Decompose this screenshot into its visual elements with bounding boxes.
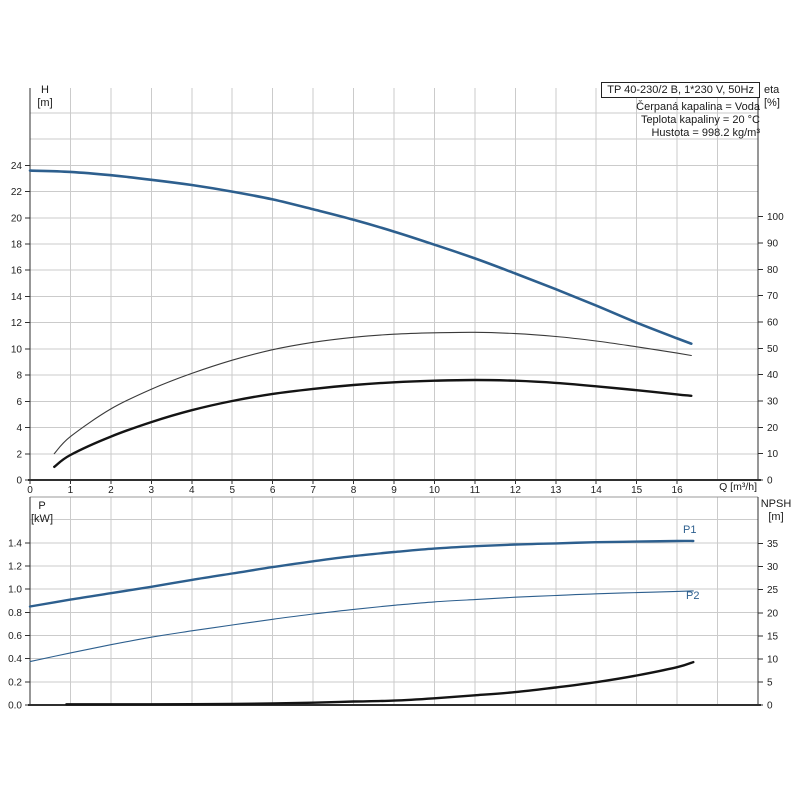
fluid-info-line: Teplota kapaliny = 20 °C — [640, 114, 760, 126]
y-left-tick-label: 16 — [11, 266, 23, 277]
x-tick-label: 9 — [391, 485, 397, 496]
y-left-tick-label: 24 — [11, 161, 23, 172]
p1-curve-label: P1 — [683, 524, 697, 536]
eta-pump-curve — [53, 331, 692, 455]
y-right-tick-label: 5 — [767, 677, 773, 688]
y-right-tick-label: 80 — [767, 265, 779, 276]
y-left-tick-label: 0 — [16, 476, 22, 487]
y-right-tick-label: 10 — [767, 449, 779, 460]
p1-curve — [28, 539, 695, 608]
y-left-tick-label: 14 — [11, 292, 23, 303]
y-left-tick-label: 4 — [16, 423, 22, 434]
x-tick-label: 15 — [631, 485, 643, 496]
x-tick-label: 2 — [108, 485, 114, 496]
y-left-tick-label: 1.2 — [8, 561, 22, 572]
p2-curve-label: P2 — [686, 590, 700, 602]
y-right-tick-label: 100 — [767, 212, 784, 223]
fluid-info: Čerpaná kapalina = Voda Teplota kapaliny… — [636, 101, 760, 140]
fluid-info-line: Čerpaná kapalina = Voda — [636, 101, 760, 113]
x-tick-label: 0 — [27, 485, 33, 496]
y-left-tick-label: 8 — [16, 371, 22, 382]
x-tick-label: 12 — [510, 485, 522, 496]
y-right-tick-label: 60 — [767, 318, 779, 329]
y-left-tick-label: 18 — [11, 240, 23, 251]
x-tick-label: 10 — [429, 485, 441, 496]
h-axis-unit: [m] — [37, 97, 53, 109]
y-left-tick-label: 0.6 — [8, 631, 22, 642]
pump-model-title: TP 40-230/2 B, 1*230 V, 50Hz — [601, 82, 760, 98]
x-tick-label: 11 — [470, 485, 481, 496]
y-left-tick-label: 0.2 — [8, 677, 22, 688]
x-tick-label: 5 — [229, 485, 235, 496]
y-left-tick-label: 10 — [11, 344, 23, 355]
y-right-tick-label: 30 — [767, 562, 779, 573]
y-left-tick-label: 2 — [16, 449, 22, 460]
y-right-tick-label: 50 — [767, 344, 779, 355]
y-left-tick-label: 1.0 — [8, 585, 22, 596]
y-right-tick-label: 70 — [767, 291, 779, 302]
p2-curve — [29, 590, 694, 663]
x-tick-label: 16 — [672, 485, 684, 496]
y-left-tick-label: 1.4 — [8, 538, 22, 549]
npsh-axis-name: NPSH — [760, 498, 792, 510]
eta-axis-unit: [%] — [764, 97, 780, 109]
y-right-tick-label: 15 — [767, 631, 779, 642]
fluid-info-line: Hustota = 998.2 kg/m³ — [651, 127, 760, 139]
eta-total-curve — [53, 378, 693, 469]
h-axis-label: H [m] — [32, 84, 58, 110]
y-left-tick-label: 12 — [11, 318, 23, 329]
y-right-tick-label: 10 — [767, 654, 779, 665]
y-right-tick-label: 0 — [767, 701, 773, 712]
x-tick-label: 4 — [189, 485, 195, 496]
eta-axis-label: eta [%] — [764, 84, 798, 110]
y-right-tick-label: 40 — [767, 370, 779, 381]
p-axis-name: P — [38, 500, 46, 512]
p-axis-unit: [kW] — [31, 513, 53, 525]
y-right-tick-label: 25 — [767, 585, 779, 596]
y-left-tick-label: 0.4 — [8, 654, 22, 665]
y-left-tick-label: 0.8 — [8, 608, 22, 619]
y-right-tick-label: 90 — [767, 239, 779, 250]
x-tick-label: 14 — [591, 485, 603, 496]
npsh-curve — [65, 660, 695, 706]
y-left-tick-label: 6 — [16, 397, 22, 408]
npsh-axis-label: NPSH [m] — [753, 498, 799, 524]
head-curve — [28, 169, 693, 345]
y-left-tick-label: 22 — [11, 187, 23, 198]
npsh-axis-unit: [m] — [768, 511, 784, 523]
y-right-tick-label: 35 — [767, 539, 779, 550]
x-tick-label: 7 — [310, 485, 316, 496]
y-left-tick-label: 0.0 — [8, 701, 22, 712]
y-right-tick-label: 30 — [767, 397, 779, 408]
x-tick-label: 3 — [149, 485, 155, 496]
q-axis-label: Q [m³/h] — [719, 481, 757, 493]
p-axis-label: P [kW] — [26, 500, 58, 526]
x-tick-label: 8 — [351, 485, 357, 496]
y-right-tick-label: 20 — [767, 423, 779, 434]
x-tick-label: 1 — [68, 485, 74, 496]
y-left-tick-label: 20 — [11, 213, 23, 224]
y-right-tick-label: 0 — [767, 476, 773, 487]
h-axis-name: H — [41, 84, 49, 96]
y-right-tick-label: 20 — [767, 608, 779, 619]
x-tick-label: 6 — [270, 485, 276, 496]
x-tick-label: 13 — [550, 485, 562, 496]
eta-axis-name: eta — [764, 84, 780, 96]
bottom-chart: 0.0 0.2 0.4 0.6 0.8 1.0 1.2 1.4 0 5 10 15 20 25 30 35 — [8, 496, 779, 712]
top-chart: 0246810121416182022240102030405060708090… — [11, 88, 784, 496]
